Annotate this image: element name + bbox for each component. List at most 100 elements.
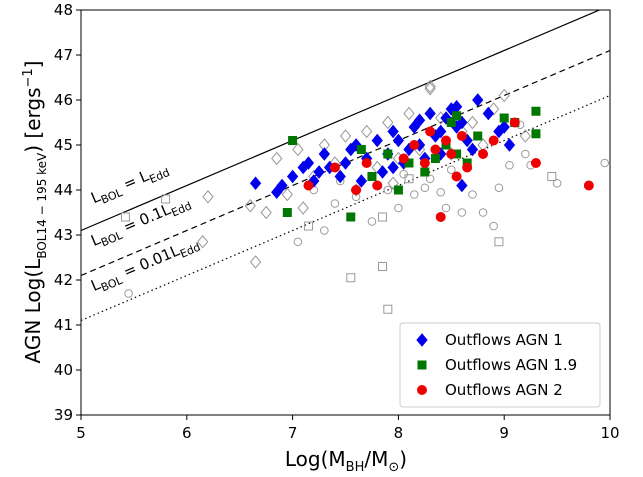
y-tick-label: 41	[54, 316, 73, 334]
point-open-circle	[447, 165, 456, 175]
point-diamond	[498, 120, 510, 134]
y-axis-label: AGN Log(LBOL14 − 195 keV) [ergs−1]	[21, 60, 49, 363]
point-open-square	[378, 212, 388, 222]
point-open-diamond	[297, 201, 309, 215]
point-diamond	[318, 147, 330, 161]
point-open-diamond	[519, 129, 532, 143]
point-square	[499, 113, 509, 123]
point-open-square	[346, 273, 356, 283]
point-open-circle	[394, 203, 403, 213]
point-open-square	[378, 262, 388, 271]
point-open-square	[303, 221, 313, 231]
point-circle	[441, 135, 452, 146]
point-open-diamond	[498, 88, 510, 103]
point-diamond	[503, 138, 516, 152]
x-tick-label: 6	[182, 424, 192, 442]
point-open-diamond	[361, 124, 373, 139]
point-open-diamond	[382, 115, 394, 130]
point-open-circle	[489, 221, 498, 231]
point-diamond	[387, 124, 399, 139]
point-open-circle	[124, 289, 133, 298]
x-tick-label: 8	[394, 424, 404, 442]
point-open-diamond	[244, 198, 256, 213]
point-circle	[329, 162, 340, 173]
point-open-diamond	[424, 81, 436, 96]
point-open-circle	[409, 190, 419, 199]
y-tick-label: 45	[54, 136, 73, 154]
point-circle	[425, 126, 436, 137]
legend-label: Outflows AGN 2	[445, 381, 563, 399]
x-axis-ticks: 5 6 7 8 9 10	[76, 415, 620, 442]
legend-marker	[417, 385, 427, 395]
line-dashed	[81, 49, 610, 277]
point-open-circle	[420, 183, 430, 193]
legend-label: Outflows AGN 1	[445, 331, 563, 349]
y-tick-label: 47	[54, 46, 73, 64]
point-circle	[435, 212, 446, 222]
point-open-circle	[330, 199, 340, 208]
point-diamond	[249, 176, 262, 191]
point-open-diamond	[249, 255, 262, 269]
point-circle	[530, 158, 541, 168]
point-open-diamond	[292, 142, 304, 157]
point-diamond	[376, 165, 389, 179]
point-diamond	[302, 156, 315, 170]
point-open-diamond	[197, 234, 209, 249]
point-open-diamond	[202, 189, 214, 204]
point-open-circle	[383, 185, 393, 195]
legend-box	[399, 322, 601, 408]
point-open-circle	[293, 237, 303, 247]
point-open-circle	[320, 226, 329, 235]
point-diamond	[435, 124, 447, 139]
point-circle	[372, 180, 383, 191]
point-circle	[451, 171, 462, 182]
point-diamond	[313, 165, 325, 179]
point-diamond	[286, 169, 299, 184]
point-open-diamond	[487, 102, 500, 116]
y-tick-label: 42	[54, 271, 73, 289]
point-open-circle	[457, 208, 467, 217]
point-open-circle	[436, 187, 446, 197]
point-open-circle	[367, 217, 377, 226]
plot-frame	[80, 9, 611, 416]
point-open-circle	[505, 160, 514, 170]
point-circle	[456, 131, 467, 141]
point-open-circle	[552, 178, 562, 188]
line-solid	[81, 10, 601, 232]
point-open-circle	[441, 203, 451, 213]
point-square	[473, 131, 483, 141]
point-diamond	[482, 106, 494, 121]
y-tick-label: 40	[54, 361, 73, 379]
y-tick-label: 46	[54, 91, 73, 109]
y-tick-label: 43	[54, 226, 73, 244]
point-circle	[409, 140, 420, 150]
point-open-square	[404, 174, 414, 184]
point-square	[430, 154, 440, 163]
point-open-circle	[494, 183, 504, 193]
x-tick-label: 9	[499, 424, 509, 442]
y-tick-label: 44	[54, 181, 73, 199]
point-square	[282, 208, 292, 217]
y-tick-label: 39	[54, 406, 73, 424]
point-open-diamond	[403, 106, 415, 121]
point-circle	[361, 158, 372, 168]
point-open-diamond	[339, 129, 352, 143]
point-square	[531, 106, 541, 116]
point-diamond	[371, 133, 383, 148]
y-axis-ticks: 39 40 41 42 43 44 45 46 47 48	[54, 1, 81, 424]
point-open-square	[547, 172, 557, 181]
point-circle	[446, 149, 457, 159]
point-square	[367, 172, 377, 181]
point-diamond	[424, 106, 436, 121]
point-square	[383, 149, 393, 159]
point-square	[356, 145, 366, 154]
point-open-circle	[399, 169, 408, 179]
point-diamond	[339, 156, 352, 170]
point-circle	[303, 180, 314, 191]
point-circle	[430, 144, 441, 155]
point-circle	[351, 185, 362, 195]
point-diamond	[271, 185, 283, 200]
point-open-diamond	[371, 160, 383, 175]
point-diamond	[456, 178, 468, 193]
